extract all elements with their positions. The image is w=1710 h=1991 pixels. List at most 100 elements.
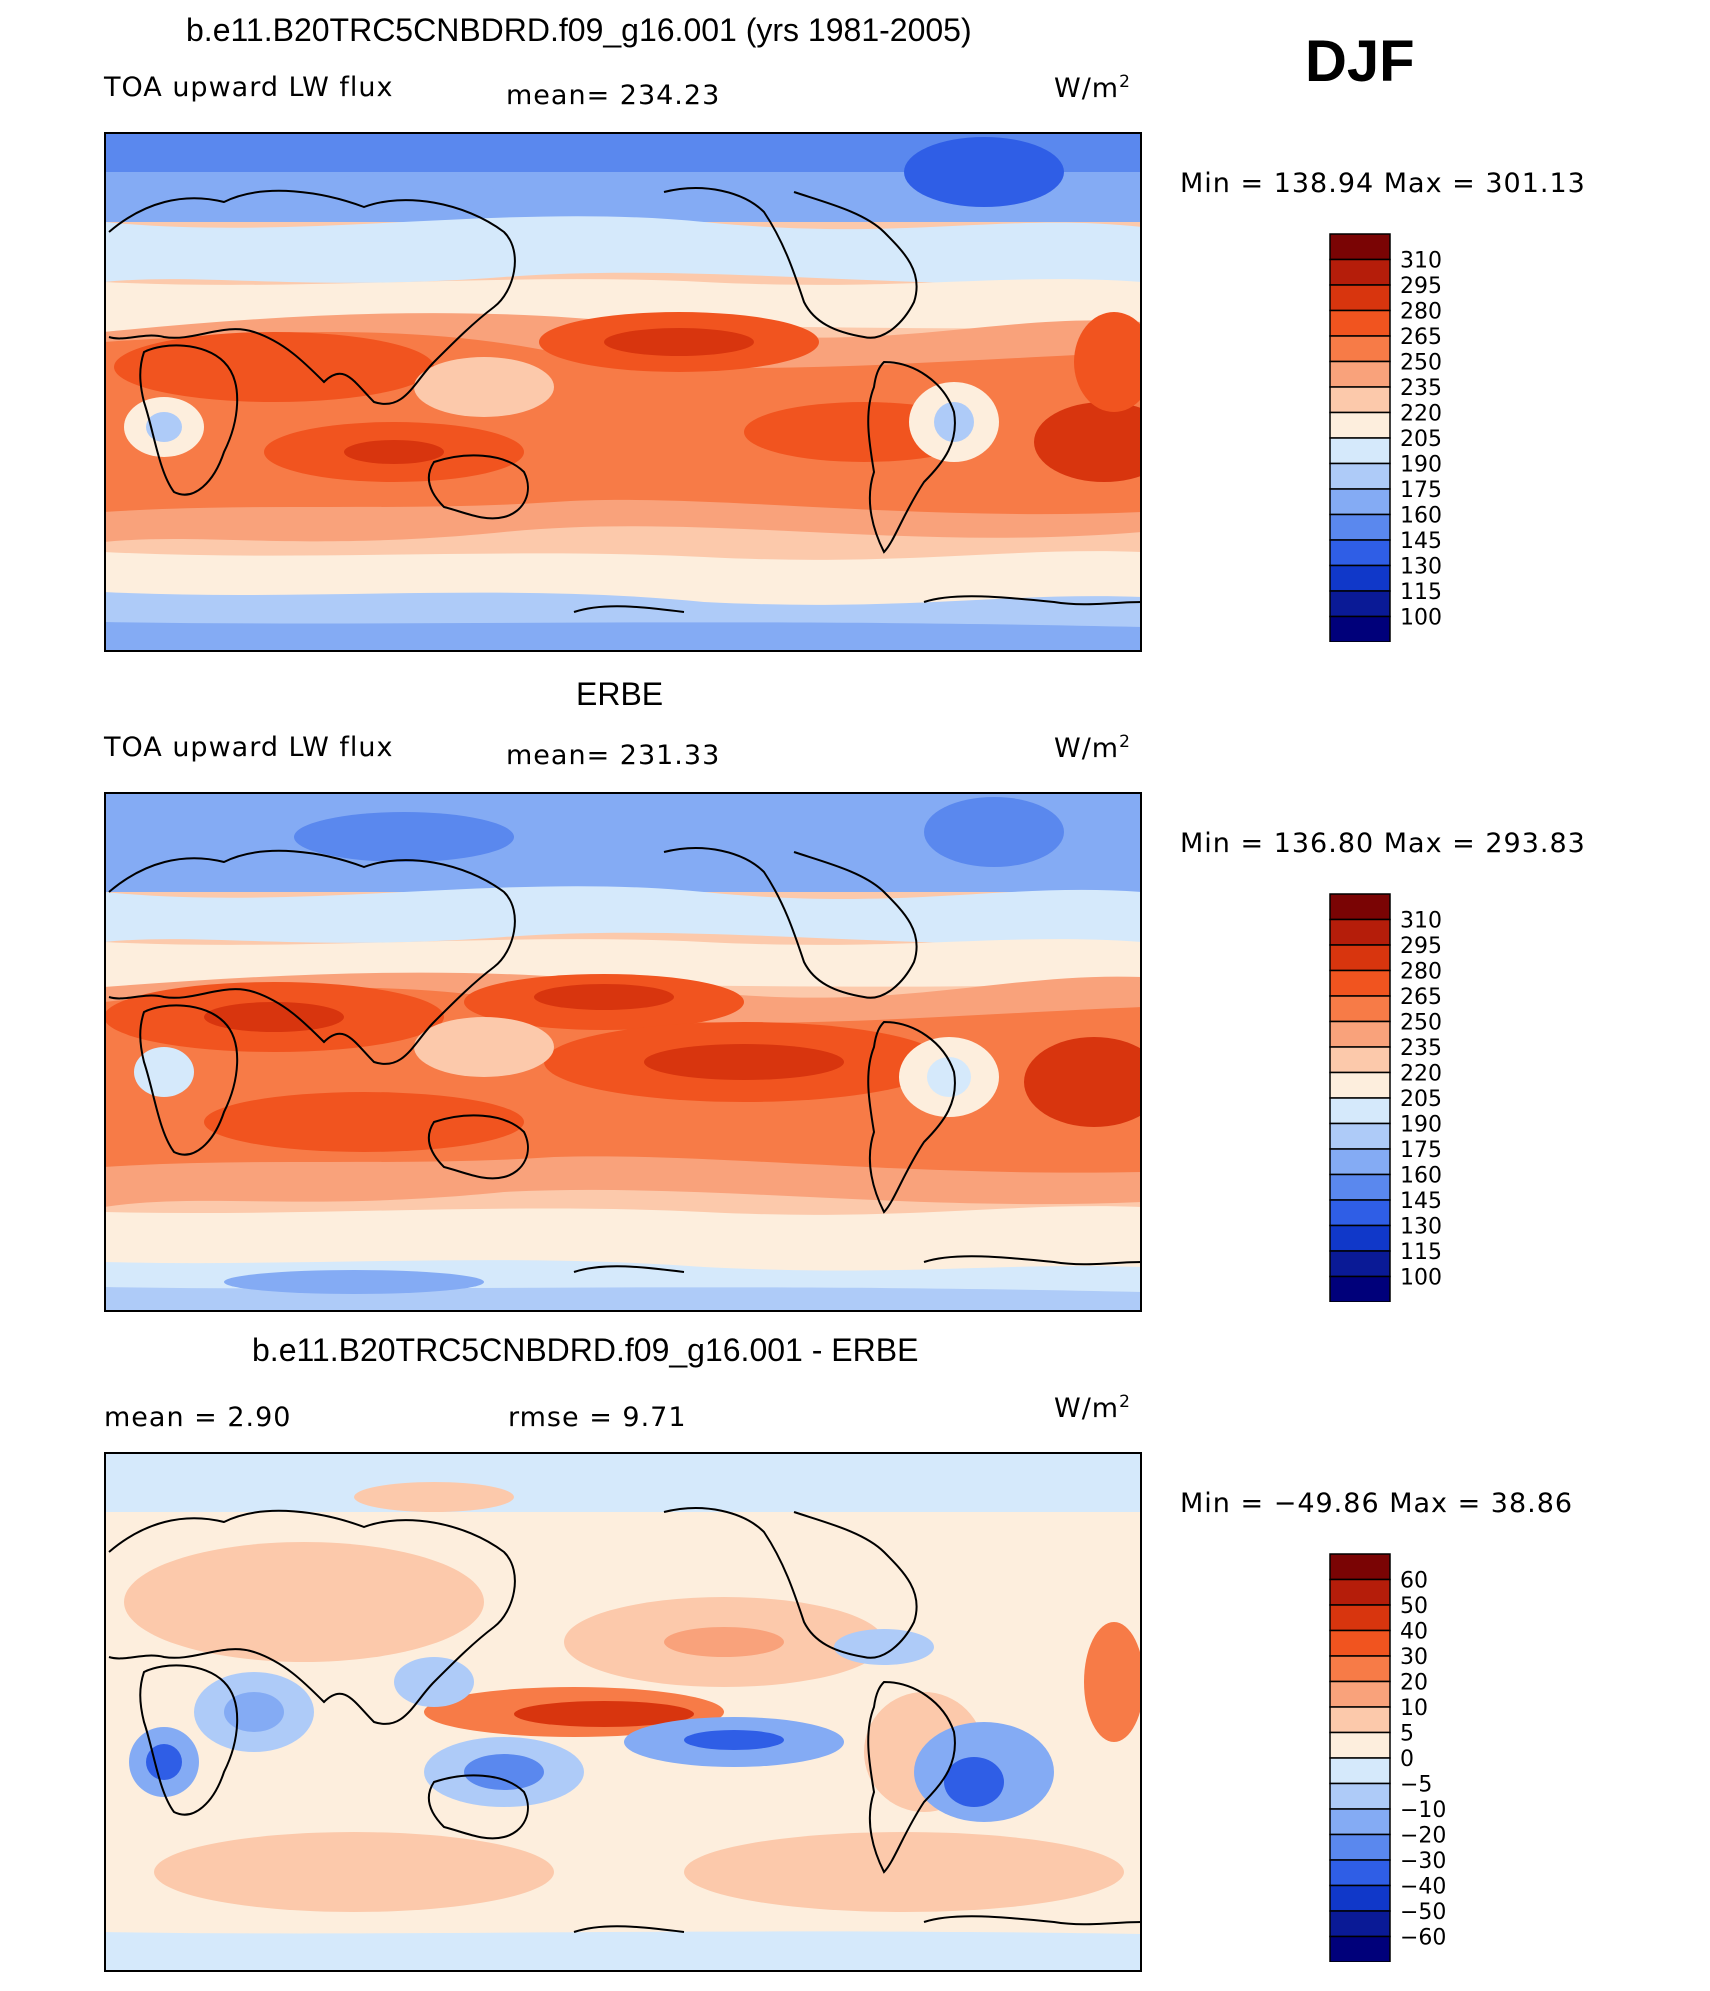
colorbar-tick-label: 145: [1400, 529, 1442, 554]
colorbar-box: [1329, 1173, 1391, 1201]
colorbar-tick-label: 10: [1400, 1696, 1428, 1721]
colorbar-tick-label: 175: [1400, 478, 1442, 503]
colorbar-box: [1329, 1731, 1391, 1759]
colorbar-box: [1329, 233, 1391, 261]
panel2-colorbar: 3102952802652502352202051901751601451301…: [1329, 893, 1442, 1302]
colorbar-tick-label: −40: [1400, 1875, 1446, 1900]
colorbar-tick-label: −50: [1400, 1900, 1446, 1925]
colorbar-box: [1329, 1884, 1391, 1912]
colorbar-tick-label: 0: [1400, 1747, 1414, 1772]
colorbar-box: [1329, 1859, 1391, 1887]
panel2-units: W/m2: [1054, 732, 1131, 764]
panel3-mean-label: mean = 2.90: [104, 1402, 292, 1433]
colorbar-box: [1329, 539, 1391, 567]
panel2-title: ERBE: [576, 676, 664, 712]
season-label: DJF: [1305, 29, 1415, 94]
panel1-units: W/m2: [1054, 72, 1131, 104]
colorbar-box: [1329, 1097, 1391, 1125]
panel2-units-base: W/m: [1054, 733, 1120, 764]
colorbar-tick-label: 40: [1400, 1620, 1428, 1645]
colorbar-tick-label: 190: [1400, 1113, 1442, 1138]
colorbar-tick-label: 160: [1400, 504, 1442, 529]
colorbar-tick-label: 5: [1400, 1722, 1414, 1747]
colorbar-tick-label: 265: [1400, 325, 1442, 350]
colorbar-box: [1329, 1757, 1391, 1785]
colorbar-tick-label: 100: [1400, 1266, 1442, 1291]
colorbar-box: [1329, 1680, 1391, 1708]
colorbar-box: [1329, 335, 1391, 363]
panel1-variable-label: TOA upward LW flux: [104, 72, 394, 103]
colorbar-tick-label: −5: [1400, 1773, 1432, 1798]
colorbar-box: [1329, 1122, 1391, 1150]
colorbar-tick-label: 190: [1400, 453, 1442, 478]
colorbar-box: [1329, 437, 1391, 465]
colorbar-box: [1329, 564, 1391, 592]
panel1-mean-label: mean= 234.23: [506, 80, 721, 111]
colorbar-box: [1329, 1224, 1391, 1252]
colorbar-tick-label: 220: [1400, 1062, 1442, 1087]
colorbar-box: [1329, 1655, 1391, 1683]
colorbar-tick-label: 115: [1400, 1240, 1442, 1265]
colorbar-box: [1329, 258, 1391, 286]
colorbar-box: [1329, 615, 1391, 642]
panel2-map: [104, 792, 1142, 1312]
colorbar-tick-label: 115: [1400, 580, 1442, 605]
colorbar-box: [1329, 462, 1391, 490]
colorbar-box: [1329, 1046, 1391, 1074]
colorbar-tick-label: 250: [1400, 1011, 1442, 1036]
colorbar-box: [1329, 1604, 1391, 1632]
colorbar-box: [1329, 1553, 1391, 1581]
colorbar-tick-label: 265: [1400, 985, 1442, 1010]
colorbar-box: [1329, 1578, 1391, 1606]
panel1-map: [104, 132, 1142, 652]
panel2-variable-label: TOA upward LW flux: [104, 732, 394, 763]
colorbar-box: [1329, 1250, 1391, 1278]
colorbar-tick-label: 145: [1400, 1189, 1442, 1214]
panel3-units-base: W/m: [1054, 1393, 1120, 1424]
panel1-minmax: Min = 138.94 Max = 301.13: [1180, 168, 1586, 199]
colorbar-tick-label: 60: [1400, 1569, 1428, 1594]
colorbar-box: [1329, 1782, 1391, 1810]
colorbar-tick-label: 130: [1400, 555, 1442, 580]
colorbar-box: [1329, 513, 1391, 541]
colorbar-tick-label: 205: [1400, 1087, 1442, 1112]
panel3-rmse-label: rmse = 9.71: [508, 1402, 687, 1433]
colorbar-box: [1329, 590, 1391, 618]
colorbar-box: [1329, 1071, 1391, 1099]
colorbar-tick-label: 280: [1400, 300, 1442, 325]
colorbar-box: [1329, 309, 1391, 337]
colorbar-tick-label: 100: [1400, 606, 1442, 631]
colorbar-tick-label: 130: [1400, 1215, 1442, 1240]
colorbar-box: [1329, 1706, 1391, 1734]
colorbar-box: [1329, 488, 1391, 516]
colorbar-tick-label: 295: [1400, 934, 1442, 959]
colorbar-tick-label: 205: [1400, 427, 1442, 452]
colorbar-tick-label: 250: [1400, 351, 1442, 376]
colorbar-box: [1329, 284, 1391, 312]
colorbar-tick-label: 160: [1400, 1164, 1442, 1189]
panel2-units-exp: 2: [1119, 732, 1131, 752]
colorbar-tick-label: 295: [1400, 274, 1442, 299]
colorbar-box: [1329, 411, 1391, 439]
colorbar-box: [1329, 969, 1391, 997]
panel3-title: b.e11.B20TRC5CNBDRD.f09_g16.001 - ERBE: [252, 1332, 919, 1368]
panel1-title: b.e11.B20TRC5CNBDRD.f09_g16.001 (yrs 198…: [186, 12, 972, 48]
colorbar-tick-label: 30: [1400, 1645, 1428, 1670]
colorbar-box: [1329, 1833, 1391, 1861]
panel2-minmax: Min = 136.80 Max = 293.83: [1180, 828, 1586, 859]
panel1-units-exp: 2: [1119, 72, 1131, 92]
colorbar-box: [1329, 1148, 1391, 1176]
colorbar-tick-label: 235: [1400, 376, 1442, 401]
colorbar-box: [1329, 1275, 1391, 1302]
colorbar-box: [1329, 944, 1391, 972]
colorbar-box: [1329, 995, 1391, 1023]
colorbar-tick-label: 280: [1400, 960, 1442, 985]
colorbar-box: [1329, 386, 1391, 414]
colorbar-tick-label: −10: [1400, 1798, 1446, 1823]
panel3-minmax: Min = −49.86 Max = 38.86: [1180, 1488, 1574, 1519]
colorbar-box: [1329, 1199, 1391, 1227]
colorbar-tick-label: 235: [1400, 1036, 1442, 1061]
colorbar-box: [1329, 1020, 1391, 1048]
colorbar-tick-label: 310: [1400, 909, 1442, 934]
